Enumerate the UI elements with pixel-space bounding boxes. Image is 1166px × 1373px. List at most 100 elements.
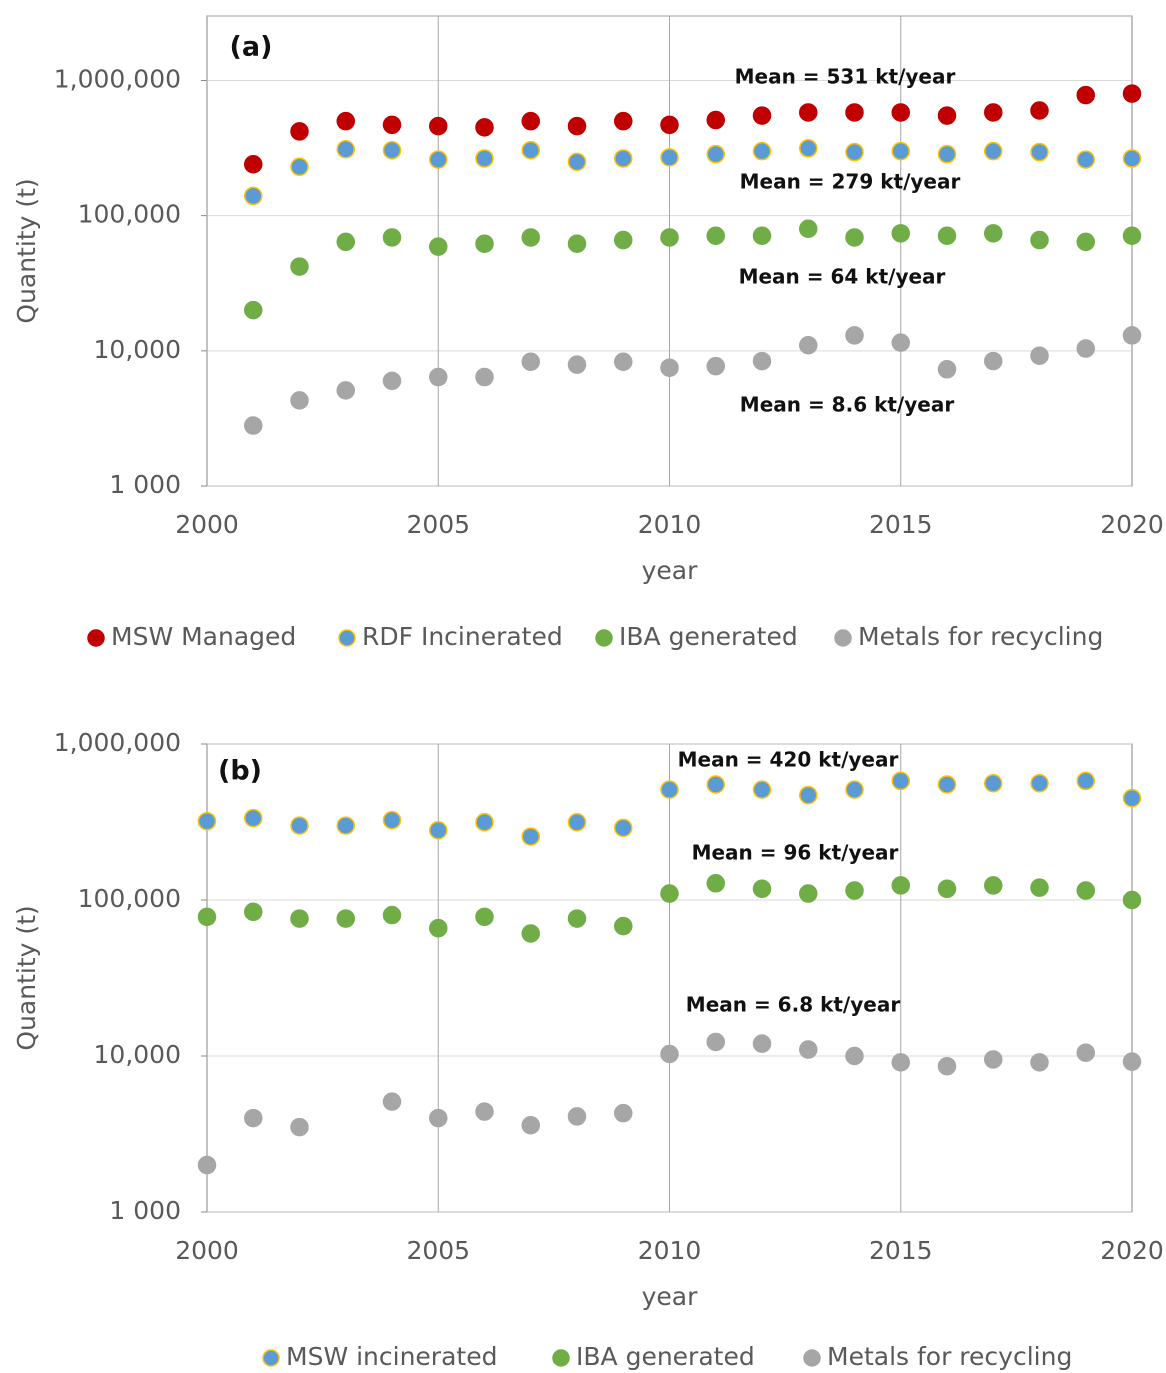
data-point [567, 909, 587, 928]
legend-label: Metals for recycling [858, 622, 1103, 651]
data-point [429, 116, 448, 136]
data-point [475, 1102, 494, 1121]
data-point [197, 811, 217, 831]
data-point [290, 1117, 309, 1137]
data-point [336, 816, 355, 835]
x-tick-label: 2015 [869, 1236, 933, 1265]
data-point [614, 818, 633, 838]
data-point [1030, 774, 1049, 793]
data-point [429, 1108, 448, 1128]
y-tick-label: 1 000 [109, 470, 181, 499]
panel-label: (a) [230, 32, 273, 63]
y-tick-label: 1,000,000 [54, 64, 181, 93]
data-point [1030, 346, 1049, 365]
data-point [891, 224, 910, 243]
data-point [521, 924, 540, 943]
annotation: Mean = 279 kt/year [740, 170, 961, 194]
x-tick-label: 2000 [175, 510, 239, 539]
data-point [845, 1046, 864, 1066]
data-point [1122, 788, 1142, 808]
data-point [984, 1050, 1003, 1069]
data-point [244, 902, 263, 922]
data-point [706, 775, 725, 794]
y-tick-label: 1 000 [109, 1196, 181, 1225]
data-point [567, 813, 587, 832]
data-point [521, 827, 540, 846]
data-point [382, 371, 402, 391]
data-point [382, 1092, 402, 1111]
data-point [706, 1032, 725, 1052]
data-point [244, 155, 263, 174]
y-tick-label: 10,000 [94, 335, 181, 364]
data-point [197, 1155, 217, 1175]
data-point [521, 140, 540, 160]
x-tick-label: 2020 [1100, 510, 1164, 539]
legend-marker [338, 629, 356, 647]
data-point [752, 780, 772, 799]
data-point [290, 909, 309, 928]
data-point [752, 141, 772, 161]
data-point [336, 139, 355, 159]
data-point [891, 333, 910, 352]
data-point [752, 226, 772, 246]
data-point [244, 300, 263, 320]
data-point [752, 1034, 772, 1053]
legend-label: MSW Managed [111, 622, 296, 651]
data-point [336, 111, 355, 131]
annotation: Mean = 6.8 kt/year [686, 993, 901, 1017]
data-point [429, 367, 448, 387]
data-point [567, 355, 587, 374]
data-point [1076, 771, 1095, 791]
data-point [660, 115, 679, 135]
x-tick-label: 2000 [175, 1236, 239, 1265]
annotation: Mean = 420 kt/year [678, 748, 899, 772]
data-point [660, 148, 679, 167]
data-point [799, 103, 818, 122]
data-point [984, 103, 1003, 122]
data-point [336, 381, 355, 400]
data-point [614, 916, 633, 936]
data-point [799, 335, 818, 355]
data-point [1076, 232, 1095, 252]
annotation: Mean = 64 kt/year [739, 265, 946, 289]
x-tick-label: 2010 [638, 510, 702, 539]
data-point [1076, 881, 1095, 900]
data-point [891, 876, 910, 895]
data-point [799, 1040, 818, 1059]
data-point [1030, 101, 1049, 120]
data-point [937, 144, 957, 164]
data-point [937, 106, 957, 125]
legend-marker [262, 1349, 280, 1367]
data-point [1122, 326, 1142, 345]
data-point [1122, 890, 1142, 910]
annotation: Mean = 8.6 kt/year [740, 393, 955, 417]
legend-label: RDF Incinerated [362, 622, 563, 651]
data-point [521, 111, 540, 131]
data-point [336, 232, 355, 252]
data-point [845, 780, 864, 799]
data-point [937, 1056, 957, 1076]
data-point [660, 780, 679, 799]
data-point [475, 149, 494, 168]
x-tick-label: 2015 [869, 510, 933, 539]
data-point [706, 874, 725, 893]
data-point [660, 228, 679, 247]
data-point [290, 391, 309, 410]
panel-label: (b) [218, 756, 262, 787]
annotation: Mean = 96 kt/year [692, 841, 899, 865]
legend-marker [595, 629, 613, 647]
legend-marker [552, 1349, 570, 1367]
data-point [521, 352, 540, 372]
legend-marker [834, 629, 852, 647]
data-point [567, 234, 587, 253]
data-point [660, 884, 679, 903]
data-point [799, 219, 818, 239]
data-point [1122, 1052, 1142, 1071]
data-point [290, 157, 309, 177]
data-point [614, 352, 633, 372]
data-point [567, 1107, 587, 1126]
data-point [845, 881, 864, 900]
legend-label: MSW incinerated [286, 1342, 497, 1371]
data-point [475, 367, 494, 387]
